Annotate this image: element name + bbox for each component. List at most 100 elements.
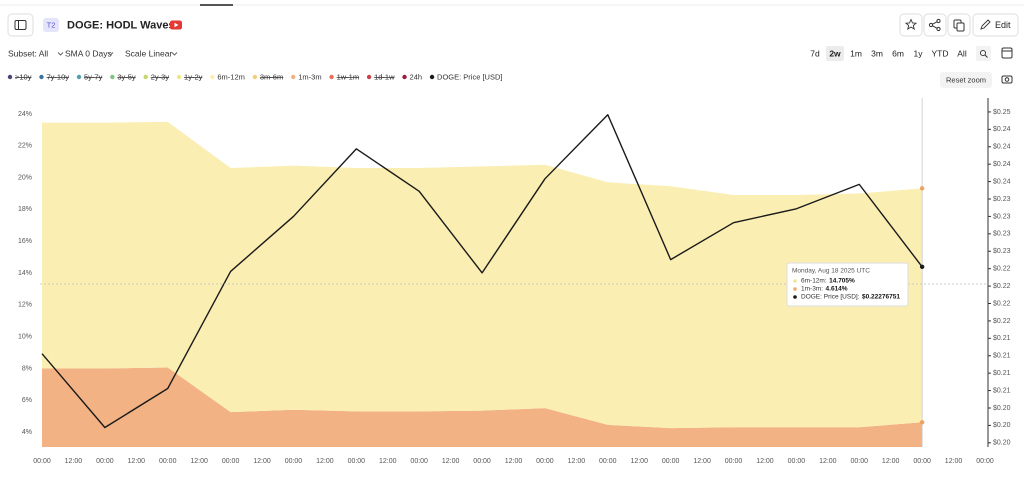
icon <box>984 54 988 58</box>
range-buttons: 7d 2w 1m 3m 6m 1y YTD All <box>810 46 967 61</box>
copy-button[interactable] <box>947 13 971 37</box>
tooltip-label: 6m-12m: <box>801 278 827 285</box>
y2-tick-label: $0.21 <box>993 370 1011 377</box>
reset-zoom-button[interactable]: Reset zoom <box>940 72 992 88</box>
tooltip-marker <box>793 295 797 299</box>
button-frame <box>899 13 923 37</box>
y-tick-label: 20% <box>18 174 32 181</box>
icon <box>904 18 918 30</box>
y2-tick-label: $0.23 <box>993 248 1011 255</box>
y2-tick-label: $0.23 <box>993 213 1011 220</box>
zoom-select-button[interactable] <box>976 46 991 61</box>
legend-item[interactable]: 5y-7y <box>76 72 103 81</box>
y-tick-label: 4% <box>22 429 32 436</box>
legend-marker <box>366 74 372 80</box>
legend-label: >10y <box>15 72 32 81</box>
badge-bg <box>43 18 59 32</box>
legend-item[interactable]: 3y-5y <box>110 72 136 81</box>
range-button[interactable]: 1m <box>850 48 862 58</box>
subset-dropdown[interactable]: Subset: All <box>8 48 64 58</box>
share-button[interactable] <box>923 13 947 37</box>
icon <box>14 20 27 30</box>
tooltip-label: DOGE: Price [USD]: <box>801 294 860 301</box>
dropdown-label: Scale Linear <box>125 48 172 58</box>
y2-tick-label: $0.24 <box>993 126 1011 133</box>
tooltip-label: 1m-3m: <box>801 286 823 293</box>
legend-item[interactable]: 3m-6m <box>252 72 284 81</box>
range-button[interactable]: YTD <box>932 48 949 58</box>
x-tick-label: 12:00 <box>190 458 208 465</box>
screenshot-button[interactable] <box>1001 75 1013 84</box>
x-tick-label: 00:00 <box>410 458 428 465</box>
range-label: 1y <box>914 48 924 58</box>
plot: glassnode4%6%8%10%12%14%16%18%20%22%24%$… <box>18 98 1011 465</box>
tooltip-title: Monday, Aug 18 2025 UTC <box>792 268 870 275</box>
tooltip-value: 4.614% <box>826 286 848 293</box>
x-tick-label: 00:00 <box>976 458 994 465</box>
legend-marker <box>7 74 13 80</box>
legend-item[interactable]: 1y-2y <box>176 72 203 81</box>
icon <box>174 22 179 28</box>
icon <box>979 49 987 57</box>
hover-marker <box>919 420 925 425</box>
legend: >10y 7y-10y 5y-7y 3y-5y 2y-3y 1y-2y 6m-12m 3m-6… <box>7 72 503 81</box>
x-tick-label: 12:00 <box>505 458 523 465</box>
x-tick-label: 12:00 <box>882 458 900 465</box>
range-button[interactable]: All <box>957 48 967 58</box>
dropdown-label: SMA 0 Days <box>65 48 112 58</box>
range-button[interactable]: 3m <box>871 48 883 58</box>
legend-item[interactable]: DOGE: Price [USD] <box>429 72 503 81</box>
x-tick-label: 12:00 <box>693 458 711 465</box>
button-frame <box>976 46 991 61</box>
legend-item[interactable]: 1w-1m <box>329 72 360 81</box>
legend-item[interactable]: 7y-10y <box>39 72 69 81</box>
favorite-button[interactable] <box>899 13 923 37</box>
range-button[interactable]: 7d <box>810 48 820 58</box>
x-tick-label: 12:00 <box>316 458 334 465</box>
legend-marker <box>110 74 115 80</box>
legend-item[interactable]: >10y <box>7 72 32 81</box>
button-frame <box>972 13 1019 37</box>
button-frame <box>923 13 947 37</box>
button-frame <box>7 13 34 37</box>
y2-tick-label: $0.21 <box>993 387 1011 394</box>
y2-tick-label: $0.20 <box>993 440 1011 447</box>
active-bg <box>826 46 844 61</box>
badge: T2 <box>47 20 56 29</box>
sma-dropdown[interactable]: SMA 0 Days <box>65 48 114 58</box>
icon <box>980 19 991 30</box>
x-tick-label: 12:00 <box>442 458 460 465</box>
legend-item[interactable]: 1m-3m <box>291 72 322 81</box>
legend-item[interactable]: 1d-1w <box>366 72 395 81</box>
range-button[interactable]: 6m <box>892 48 904 58</box>
legend-item[interactable]: 6m-12m <box>210 72 245 81</box>
x-tick-label: 12:00 <box>945 458 963 465</box>
x-tick-label: 12:00 <box>128 458 146 465</box>
y-tick-label: 10% <box>18 333 32 340</box>
legend-item[interactable]: 24h <box>402 72 422 81</box>
calendar-button[interactable] <box>1001 47 1013 59</box>
legend-item[interactable]: 2y-3y <box>143 72 169 81</box>
page-title: DOGE: HODL Waves <box>67 19 175 31</box>
y-tick-label: 22% <box>18 143 32 150</box>
tab-indicator <box>200 4 233 6</box>
edit-button[interactable]: Edit <box>972 13 1019 37</box>
legend-label: 1y-2y <box>184 72 203 81</box>
scale-dropdown[interactable]: Scale Linear <box>125 48 178 58</box>
range-button[interactable]: 1y <box>914 48 924 58</box>
y-tick-label: 6% <box>22 397 32 404</box>
youtube-link[interactable] <box>170 20 182 30</box>
legend-marker <box>210 74 215 80</box>
range-label: 2w <box>829 48 841 58</box>
sidebar-button[interactable] <box>7 13 34 37</box>
y2-tick-label: $0.23 <box>993 196 1011 203</box>
y2-tick-label: $0.20 <box>993 422 1011 429</box>
range-button[interactable]: 2w <box>826 46 844 61</box>
x-tick-label: 00:00 <box>473 458 491 465</box>
x-tick-label: 00:00 <box>536 458 554 465</box>
legend-label: 3m-6m <box>260 72 283 81</box>
y2-tick-label: $0.22 <box>993 318 1011 325</box>
y-tick-label: 8% <box>22 365 32 372</box>
x-tick-label: 12:00 <box>630 458 648 465</box>
